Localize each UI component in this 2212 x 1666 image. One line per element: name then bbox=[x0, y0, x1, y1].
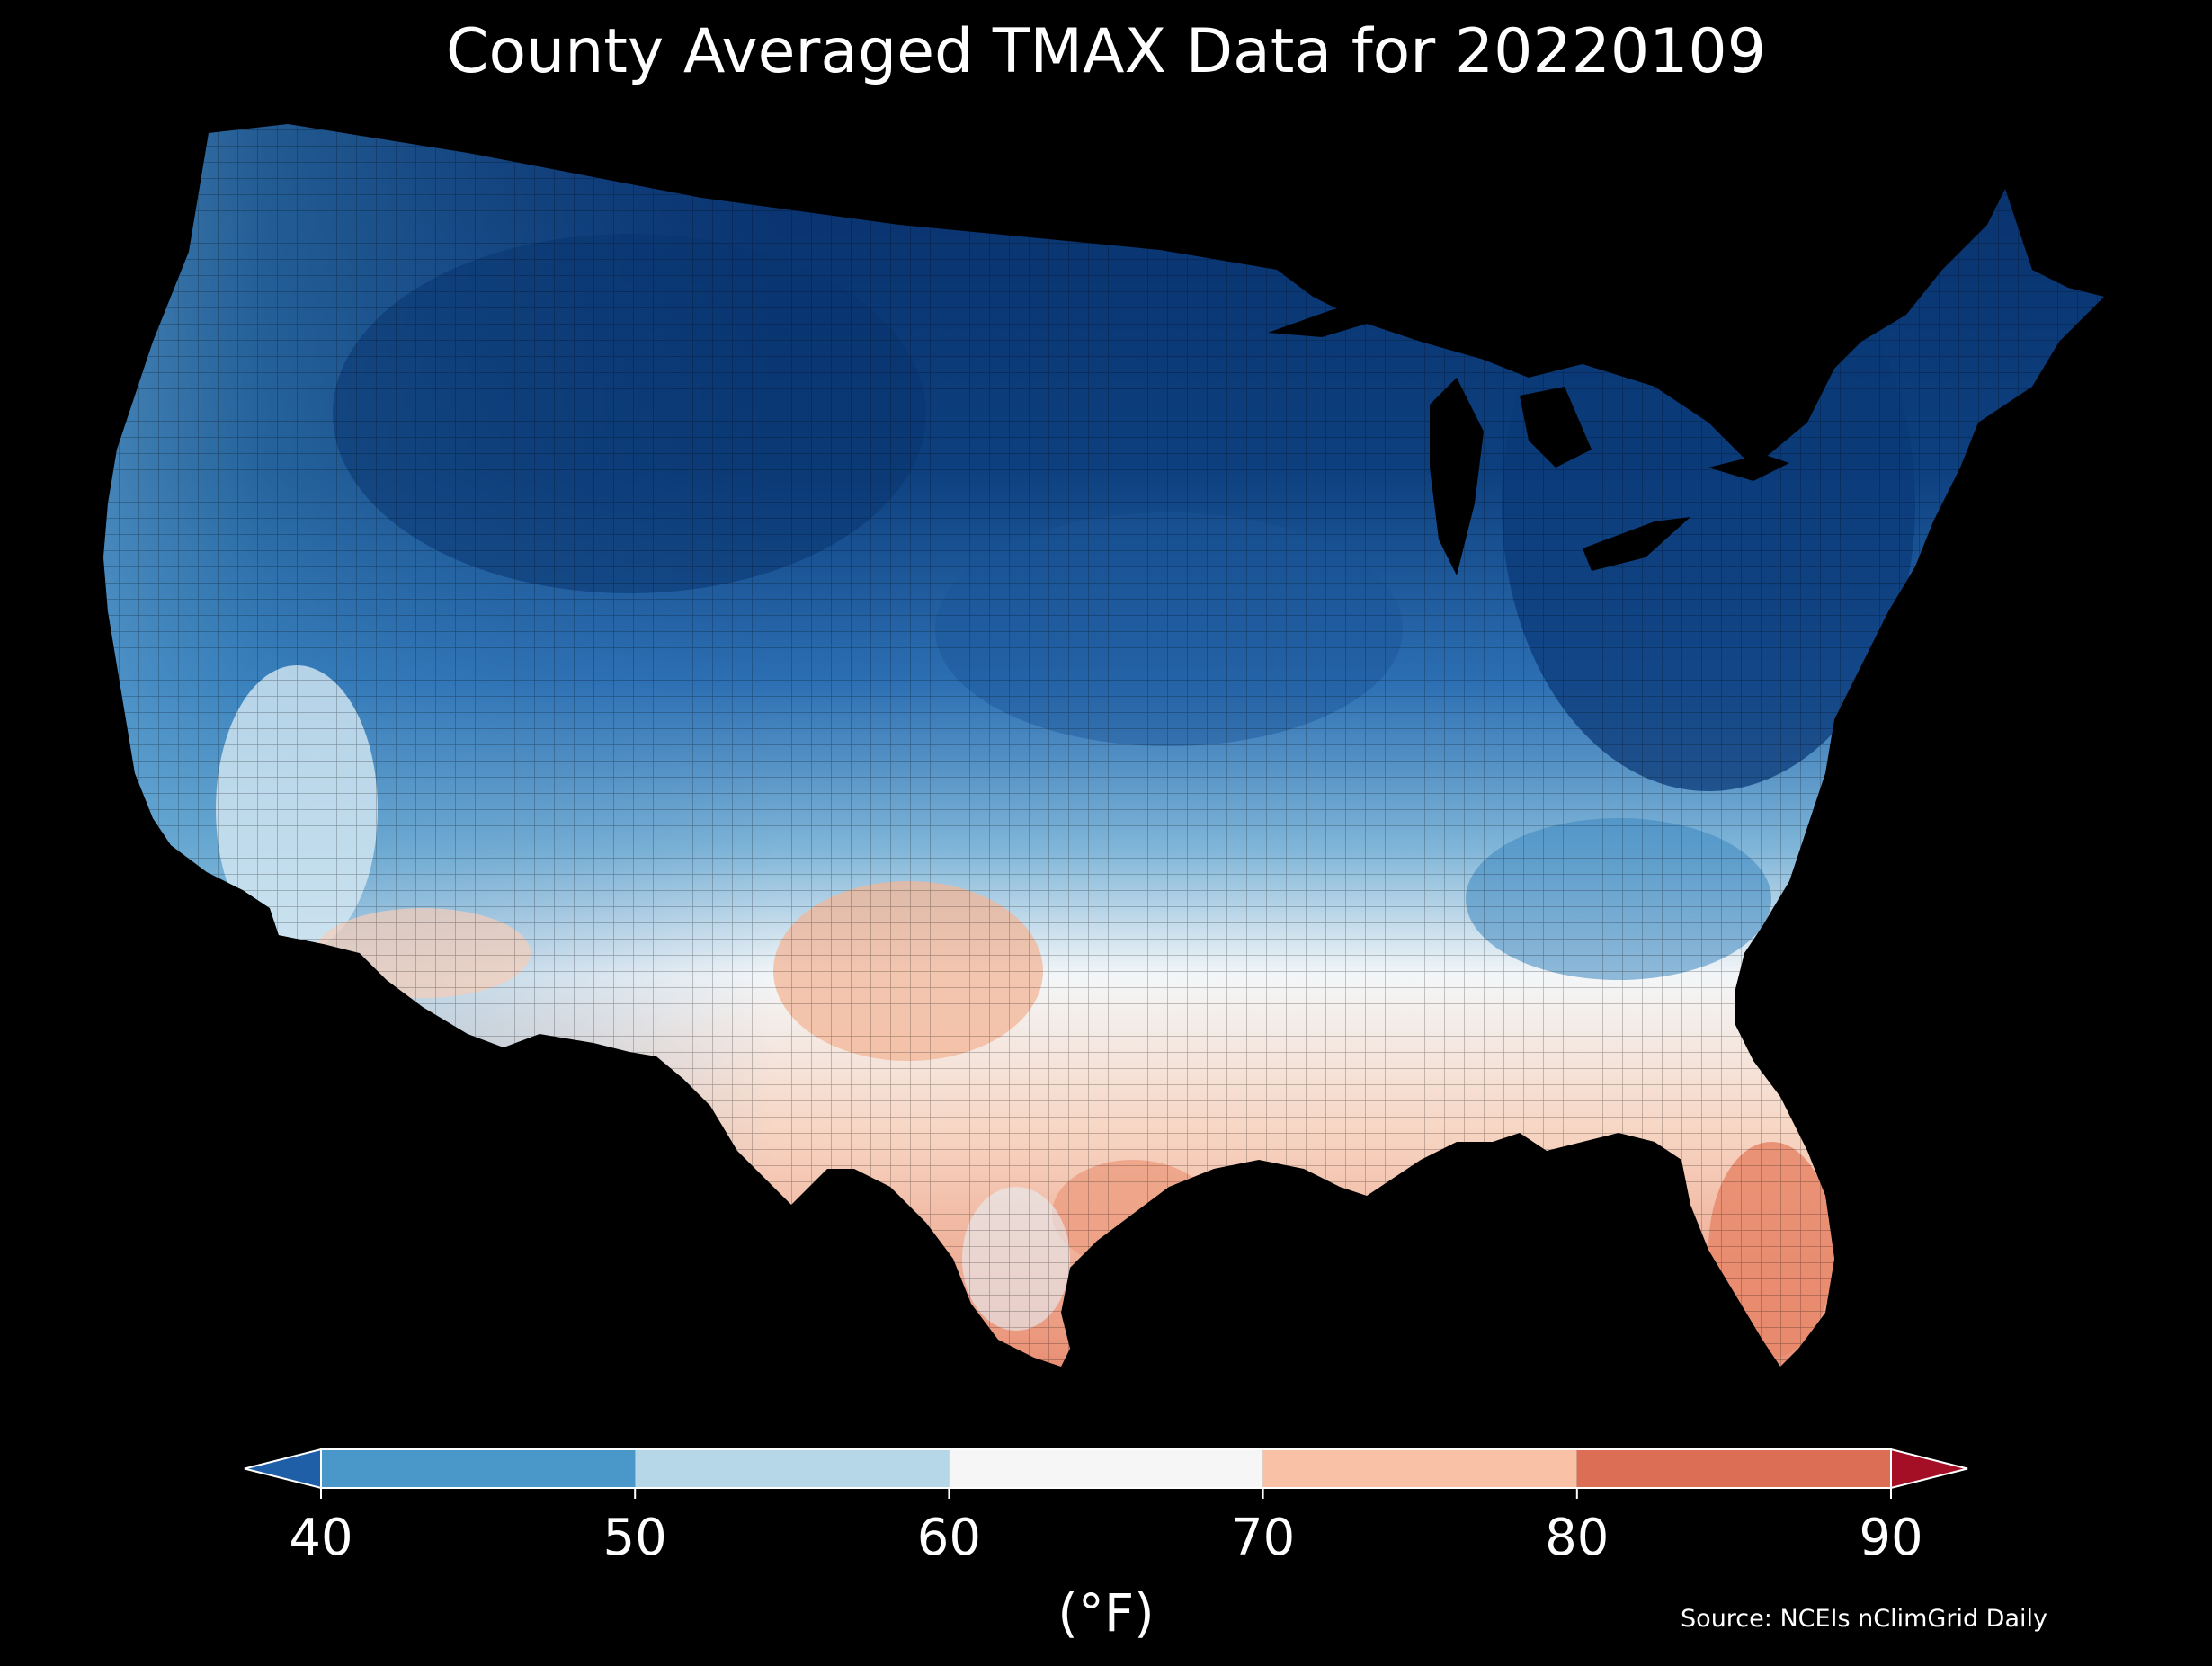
colorbar-bin-60-70 bbox=[949, 1449, 1263, 1488]
colorbar-bin-70-80 bbox=[1262, 1449, 1577, 1488]
colorbar-bin-80-90 bbox=[1576, 1449, 1891, 1488]
colorbar-outline bbox=[320, 1448, 1892, 1489]
lake-erie bbox=[1583, 517, 1690, 571]
map-title: County Averaged TMAX Data for 20220109 bbox=[446, 16, 1766, 87]
great-lakes bbox=[1268, 297, 1789, 575]
lake-huron bbox=[1520, 387, 1592, 468]
colorbar-over-arrow bbox=[1890, 1448, 1968, 1490]
colorbar-under-arrow bbox=[244, 1448, 322, 1490]
colorbar-bin-50-60 bbox=[635, 1449, 950, 1488]
colorbar bbox=[244, 1448, 1968, 1499]
lake-superior bbox=[1268, 297, 1385, 337]
county-choropleth bbox=[103, 124, 2104, 1367]
colorbar-bin-40-50 bbox=[321, 1449, 636, 1488]
lake-michigan bbox=[1430, 378, 1484, 575]
lake-ontario bbox=[1708, 454, 1789, 481]
